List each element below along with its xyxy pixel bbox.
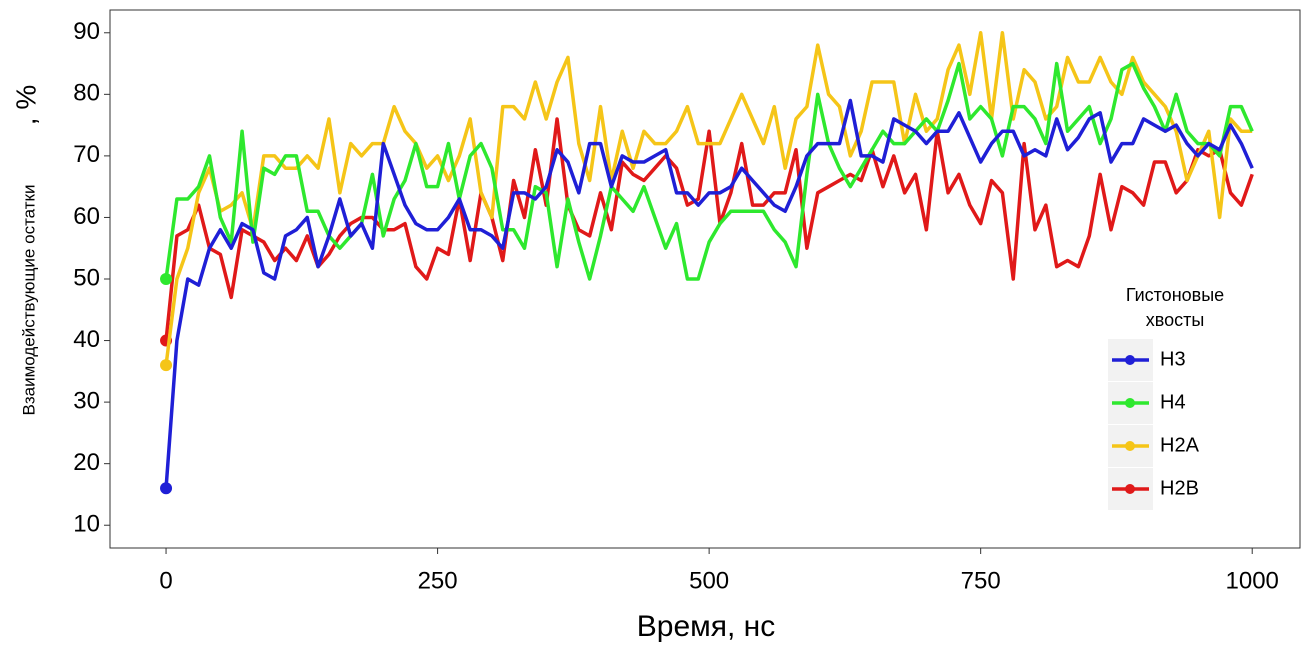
legend-label: H3 bbox=[1160, 348, 1186, 370]
y-tick-label: 20 bbox=[73, 449, 100, 476]
legend-label: H2B bbox=[1160, 477, 1199, 499]
series-line bbox=[164, 31, 1253, 366]
series-line bbox=[164, 61, 1254, 281]
legend-label: H2A bbox=[1160, 434, 1200, 456]
y-axis-label: Взаимодействующие остатки bbox=[19, 185, 38, 416]
x-tick-label: 1000 bbox=[1226, 567, 1279, 594]
y-tick-label: 40 bbox=[73, 326, 100, 353]
legend-dot bbox=[1125, 484, 1135, 494]
legend-title: хвосты bbox=[1146, 310, 1205, 330]
legend-title: Гистоновые bbox=[1126, 285, 1224, 305]
legend-dot bbox=[1125, 355, 1135, 365]
x-tick-label: 250 bbox=[418, 567, 458, 594]
y-tick-label: 10 bbox=[73, 511, 100, 538]
y-tick-label: 90 bbox=[73, 18, 100, 45]
y-tick-label: 60 bbox=[73, 203, 100, 230]
x-tick-label: 500 bbox=[689, 567, 729, 594]
x-axis-label: Время, нс bbox=[637, 610, 776, 643]
x-tick-label: 0 bbox=[159, 567, 172, 594]
legend-label: H4 bbox=[1160, 391, 1186, 413]
plot-frame bbox=[109, 9, 1301, 549]
y-tick-label: 50 bbox=[73, 264, 100, 291]
y-axis-unit: , % bbox=[10, 85, 41, 125]
start-point bbox=[160, 359, 173, 372]
start-point bbox=[160, 482, 173, 495]
legend-dot bbox=[1125, 398, 1135, 408]
y-tick-label: 80 bbox=[73, 80, 100, 107]
x-tick-label: 750 bbox=[961, 567, 1001, 594]
y-tick-label: 70 bbox=[73, 141, 100, 168]
series-line bbox=[164, 98, 1254, 489]
y-tick-label: 30 bbox=[73, 387, 100, 414]
legend-dot bbox=[1125, 441, 1135, 451]
start-point bbox=[160, 273, 173, 285]
